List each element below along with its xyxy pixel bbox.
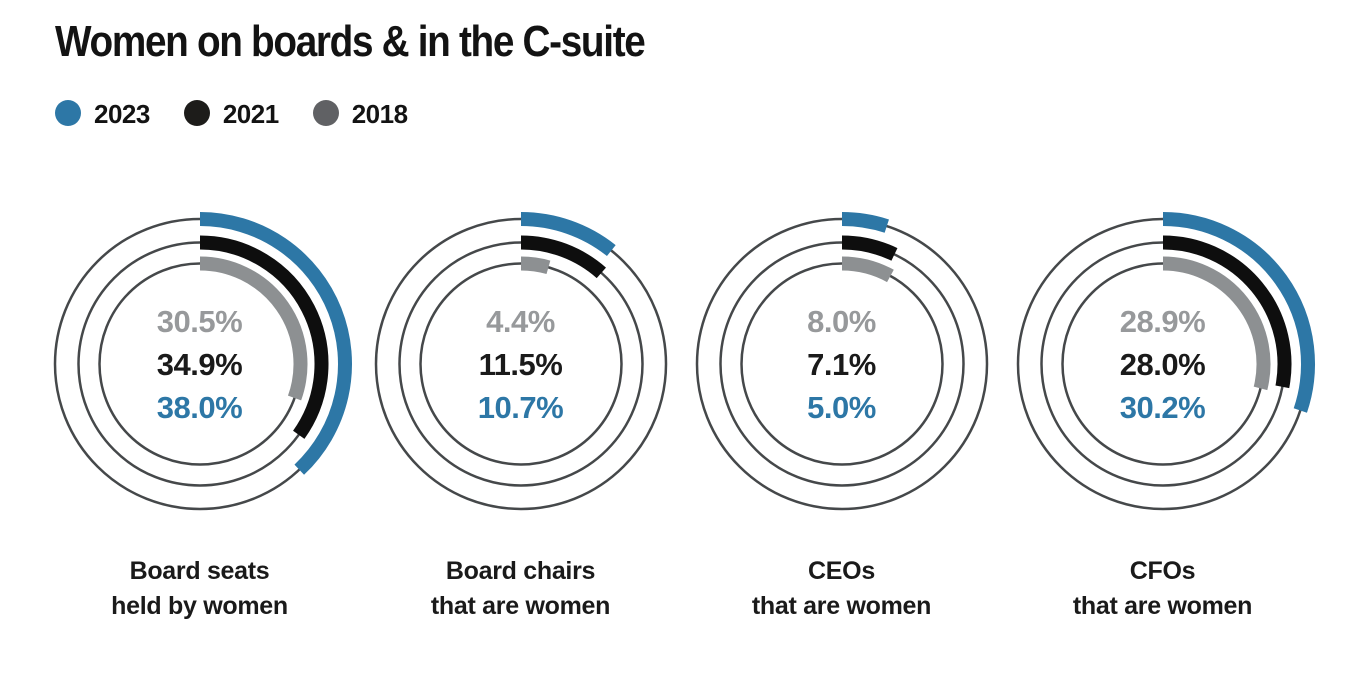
value-arc-2018 bbox=[841, 256, 894, 283]
donut-rings-svg bbox=[374, 212, 667, 511]
donut-ceos: 8.0% 7.1% 5.0% CEOs that are women bbox=[681, 204, 1002, 624]
category-label: CEOs that are women bbox=[751, 557, 932, 620]
donut-rings-svg bbox=[695, 212, 988, 511]
value-arc-2018 bbox=[520, 256, 550, 275]
donut-wrap: 30.5% 34.9% 38.0% bbox=[40, 204, 360, 524]
legend-swatch-2023-icon bbox=[55, 100, 81, 126]
donut-wrap: 8.0% 7.1% 5.0% bbox=[682, 204, 1002, 524]
donut-board-chairs: 4.4% 11.5% 10.7% Board chairs that are w… bbox=[360, 204, 681, 624]
legend-label-2018: 2018 bbox=[351, 99, 408, 129]
ring-track bbox=[397, 241, 644, 487]
legend-item-2018: 2018 bbox=[312, 99, 408, 129]
ring-track bbox=[718, 241, 965, 487]
donut-wrap: 28.9% 28.0% 30.2% bbox=[1003, 204, 1323, 524]
value-arc-2021 bbox=[1162, 235, 1291, 389]
legend-swatch-2018-icon bbox=[312, 100, 339, 126]
value-arc-2023 bbox=[520, 212, 616, 257]
legend-label-2023: 2023 bbox=[94, 99, 150, 129]
value-arc-2018 bbox=[1162, 256, 1270, 391]
value-arc-2023 bbox=[841, 212, 889, 233]
value-arc-2018 bbox=[199, 256, 307, 401]
category-label: Board chairs that are women bbox=[430, 557, 611, 620]
value-arc-2021 bbox=[841, 235, 897, 261]
legend-label-2021: 2021 bbox=[222, 99, 279, 129]
legend-item-2021: 2021 bbox=[183, 99, 279, 129]
value-arc-2023 bbox=[1162, 212, 1315, 413]
donut-board-seats: 30.5% 34.9% 38.0% Board seats held by wo… bbox=[39, 204, 360, 624]
donut-wrap: 4.4% 11.5% 10.7% bbox=[361, 204, 681, 524]
chart-title: Women on boards & in the C-suite bbox=[55, 17, 646, 66]
legend-swatch-2021-icon bbox=[183, 100, 210, 126]
value-arc-2023 bbox=[199, 212, 352, 475]
category-label: CFOs that are women bbox=[1072, 557, 1253, 620]
ring-track bbox=[739, 262, 944, 466]
legend-item-2023: 2023 bbox=[55, 99, 150, 127]
value-arc-2021 bbox=[199, 235, 328, 439]
donut-rings-svg bbox=[53, 212, 352, 511]
donut-cfos: 28.9% 28.0% 30.2% CFOs that are women bbox=[1002, 204, 1323, 624]
legend: 2023 2021 2018 bbox=[55, 98, 1351, 128]
ring-track bbox=[418, 262, 623, 466]
donut-rings-svg bbox=[1016, 212, 1315, 511]
charts-row: 30.5% 34.9% 38.0% Board seats held by wo… bbox=[39, 204, 1351, 624]
page-root: Women on boards & in the C-suite 2023 20… bbox=[39, 17, 1351, 624]
value-arc-2021 bbox=[520, 235, 606, 279]
category-label: Board seats held by women bbox=[111, 557, 288, 620]
